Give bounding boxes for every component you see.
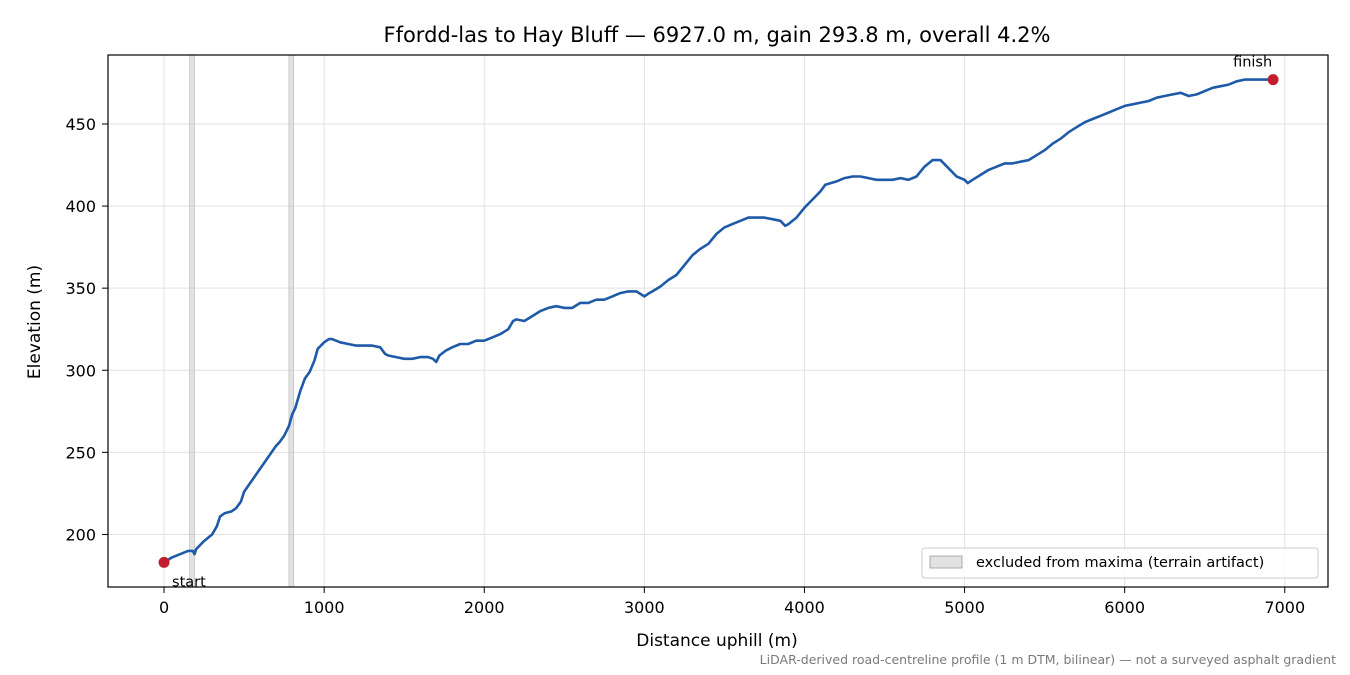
x-tick-label: 1000 <box>304 598 345 617</box>
excluded-band <box>189 54 195 588</box>
finish-marker <box>1267 74 1279 86</box>
legend-swatch <box>929 555 963 569</box>
x-axis-label: Distance uphill (m) <box>636 631 797 651</box>
y-tick-label: 250 <box>65 443 96 462</box>
excluded-bands <box>189 54 295 588</box>
legend: excluded from maxima (terrain artifact) <box>921 547 1319 579</box>
x-tick-label: 5000 <box>944 598 985 617</box>
x-tick-label: 0 <box>159 598 169 617</box>
x-tick-label: 4000 <box>784 598 825 617</box>
x-tick-label: 2000 <box>464 598 505 617</box>
series-layer <box>162 78 1275 564</box>
x-tick-label: 6000 <box>1104 598 1145 617</box>
finish-label: finish <box>1233 55 1272 71</box>
source-note: LiDAR-derived road-centreline profile (1… <box>760 652 1336 667</box>
y-axis-label: Elevation (m) <box>25 265 45 379</box>
y-tick-label: 350 <box>65 279 96 298</box>
x-tick-label: 3000 <box>624 598 665 617</box>
y-tick-label: 450 <box>65 115 96 134</box>
chart-title: Ffordd-las to Hay Bluff — 6927.0 m, gain… <box>383 23 1050 47</box>
excluded-band <box>288 54 295 588</box>
y-tick-label: 200 <box>65 525 96 544</box>
x-axis-ticks: 0 1000 2000 3000 4000 5000 6000 7000 <box>159 587 1305 617</box>
elevation-series-line <box>162 78 1275 564</box>
y-axis-ticks: 200 250 300 350 400 450 <box>65 115 108 544</box>
y-tick-label: 300 <box>65 361 96 380</box>
legend-box <box>921 547 1319 579</box>
legend-entry: excluded from maxima (terrain artifact) <box>976 555 1264 571</box>
start-label: start <box>172 574 206 590</box>
markers: start finish <box>158 55 1279 590</box>
y-tick-label: 400 <box>65 197 96 216</box>
start-marker <box>158 556 170 568</box>
x-tick-label: 7000 <box>1264 598 1305 617</box>
plot-frame <box>107 54 1329 588</box>
